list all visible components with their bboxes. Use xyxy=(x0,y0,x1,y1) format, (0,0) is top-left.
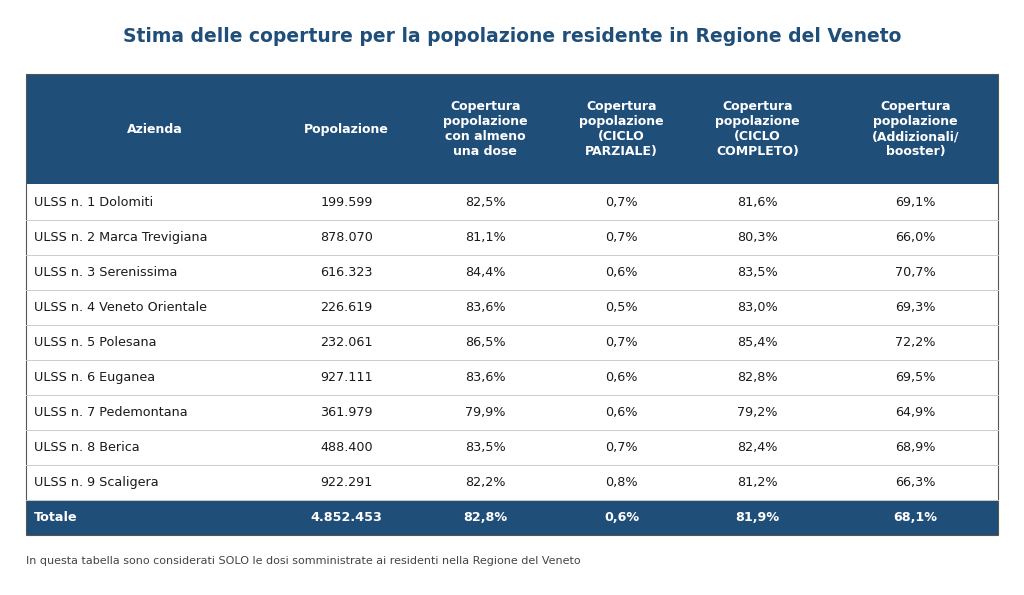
Text: Popolazione: Popolazione xyxy=(304,123,389,136)
Text: 0,6%: 0,6% xyxy=(605,266,638,278)
Text: 616.323: 616.323 xyxy=(321,266,373,278)
Text: Totale: Totale xyxy=(34,512,78,524)
Text: 66,3%: 66,3% xyxy=(895,477,936,489)
Text: 83,0%: 83,0% xyxy=(737,301,778,314)
Text: 81,1%: 81,1% xyxy=(465,231,506,243)
Text: 0,7%: 0,7% xyxy=(605,231,638,243)
Text: 83,5%: 83,5% xyxy=(465,441,506,454)
Text: 927.111: 927.111 xyxy=(321,371,373,384)
Text: Copertura
popolazione
(CICLO
COMPLETO): Copertura popolazione (CICLO COMPLETO) xyxy=(716,101,800,158)
Text: 199.599: 199.599 xyxy=(321,196,373,208)
Text: ULSS n. 4 Veneto Orientale: ULSS n. 4 Veneto Orientale xyxy=(34,301,207,314)
Text: 0,6%: 0,6% xyxy=(604,512,639,524)
Text: 83,5%: 83,5% xyxy=(737,266,778,278)
Text: ULSS n. 3 Serenissima: ULSS n. 3 Serenissima xyxy=(34,266,177,278)
Text: 226.619: 226.619 xyxy=(321,301,373,314)
Text: 488.400: 488.400 xyxy=(321,441,373,454)
Text: 361.979: 361.979 xyxy=(321,406,373,419)
Text: 84,4%: 84,4% xyxy=(465,266,506,278)
Text: 80,3%: 80,3% xyxy=(737,231,778,243)
Text: 69,3%: 69,3% xyxy=(895,301,936,314)
Text: 232.061: 232.061 xyxy=(321,336,373,349)
Text: 922.291: 922.291 xyxy=(321,477,373,489)
Text: ULSS n. 2 Marca Trevigiana: ULSS n. 2 Marca Trevigiana xyxy=(34,231,207,243)
Text: 82,2%: 82,2% xyxy=(465,477,506,489)
Text: ULSS n. 9 Scaligera: ULSS n. 9 Scaligera xyxy=(34,477,159,489)
Text: 81,6%: 81,6% xyxy=(737,196,778,208)
Text: ULSS n. 1 Dolomiti: ULSS n. 1 Dolomiti xyxy=(34,196,153,208)
Text: 86,5%: 86,5% xyxy=(465,336,506,349)
Text: 82,8%: 82,8% xyxy=(737,371,778,384)
Text: 0,7%: 0,7% xyxy=(605,196,638,208)
Text: ULSS n. 5 Polesana: ULSS n. 5 Polesana xyxy=(34,336,157,349)
Text: 79,9%: 79,9% xyxy=(465,406,506,419)
Text: ULSS n. 8 Berica: ULSS n. 8 Berica xyxy=(34,441,139,454)
Text: 4.852.453: 4.852.453 xyxy=(310,512,383,524)
Text: 70,7%: 70,7% xyxy=(895,266,936,278)
Text: 68,9%: 68,9% xyxy=(895,441,936,454)
Text: 79,2%: 79,2% xyxy=(737,406,778,419)
Text: 69,5%: 69,5% xyxy=(895,371,936,384)
Text: 0,8%: 0,8% xyxy=(605,477,638,489)
Text: 83,6%: 83,6% xyxy=(465,371,506,384)
Text: Azienda: Azienda xyxy=(127,123,182,136)
Text: 0,6%: 0,6% xyxy=(605,406,638,419)
Text: Copertura
popolazione
(CICLO
PARZIALE): Copertura popolazione (CICLO PARZIALE) xyxy=(580,101,664,158)
Text: 85,4%: 85,4% xyxy=(737,336,778,349)
Text: 0,5%: 0,5% xyxy=(605,301,638,314)
Text: ULSS n. 7 Pedemontana: ULSS n. 7 Pedemontana xyxy=(34,406,187,419)
Text: Stima delle coperture per la popolazione residente in Regione del Veneto: Stima delle coperture per la popolazione… xyxy=(123,27,901,46)
Text: 0,6%: 0,6% xyxy=(605,371,638,384)
Text: 72,2%: 72,2% xyxy=(895,336,936,349)
Text: 82,4%: 82,4% xyxy=(737,441,778,454)
Text: 64,9%: 64,9% xyxy=(896,406,936,419)
Text: 82,5%: 82,5% xyxy=(465,196,506,208)
Text: 81,2%: 81,2% xyxy=(737,477,778,489)
Text: In questa tabella sono considerati SOLO le dosi somministrate ai residenti nella: In questa tabella sono considerati SOLO … xyxy=(26,556,581,566)
Text: 69,1%: 69,1% xyxy=(895,196,936,208)
Text: 68,1%: 68,1% xyxy=(894,512,938,524)
Text: Copertura
popolazione
(Addizionali/
booster): Copertura popolazione (Addizionali/ boos… xyxy=(872,101,959,158)
Text: 0,7%: 0,7% xyxy=(605,441,638,454)
Text: 82,8%: 82,8% xyxy=(463,512,507,524)
Text: 66,0%: 66,0% xyxy=(895,231,936,243)
Text: 81,9%: 81,9% xyxy=(735,512,779,524)
Text: 83,6%: 83,6% xyxy=(465,301,506,314)
Text: ULSS n. 6 Euganea: ULSS n. 6 Euganea xyxy=(34,371,155,384)
Text: Copertura
popolazione
con almeno
una dose: Copertura popolazione con almeno una dos… xyxy=(443,101,527,158)
Text: 0,7%: 0,7% xyxy=(605,336,638,349)
Text: 878.070: 878.070 xyxy=(321,231,373,243)
